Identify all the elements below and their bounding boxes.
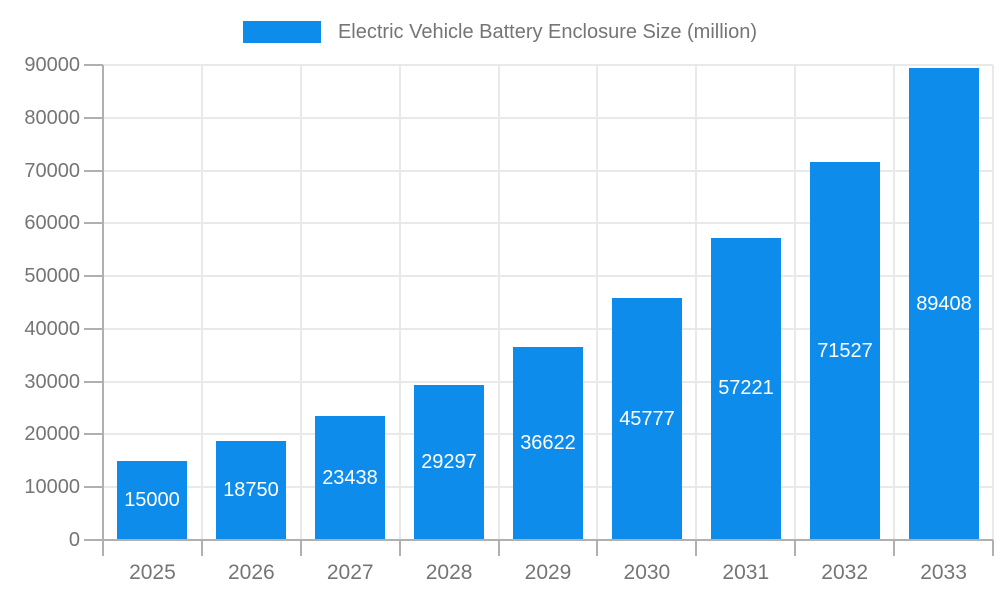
h-gridline [103,64,993,66]
y-tick-mark [84,539,103,541]
y-tick-label: 80000 [24,106,80,129]
h-gridline [103,169,993,172]
x-tick-label: 2033 [920,561,967,584]
bar-value-label: 23438 [322,466,378,489]
x-tick-mark [794,540,797,556]
x-tick-label: 2030 [623,561,671,584]
v-gridline [893,65,896,540]
x-tick-mark [596,540,599,556]
bar-value-label: 36622 [520,431,576,454]
x-tick-label: 2025 [129,561,176,584]
x-tick-label: 2031 [722,561,770,584]
legend[interactable]: Electric Vehicle Battery Enclosure Size … [0,21,1000,43]
h-gridline [103,116,993,119]
y-tick-label: 50000 [24,265,80,288]
plot-area: 15000 18750 23438 29297 36622 45777 57221 71527… [102,64,994,541]
bar-value-label: 29297 [421,451,477,474]
y-tick-label: 20000 [24,423,80,446]
y-tick-mark [84,116,103,119]
h-gridline [103,327,993,330]
x-tick-mark [695,540,698,556]
bar-2028[interactable]: 29297 [414,385,484,540]
y-tick-label: 30000 [24,370,80,393]
h-gridline [103,275,993,278]
bar-2032[interactable]: 71527 [810,162,880,540]
v-gridline [200,65,203,540]
v-gridline [497,65,500,540]
y-tick-mark [84,64,103,66]
x-tick-label: 2032 [821,561,869,584]
x-tick-label: 2028 [425,561,473,584]
x-tick-mark [893,540,896,556]
x-tick-mark [102,540,104,556]
bar-2033[interactable]: 89408 [909,68,979,540]
y-tick-mark [84,169,103,172]
y-tick-label: 90000 [24,54,80,76]
bar-value-label: 15000 [124,488,180,511]
y-tick-mark [84,486,103,489]
x-tick-mark [299,540,302,556]
bar-value-label: 57221 [718,377,774,400]
y-tick-label: 10000 [24,476,80,499]
x-tick-mark [398,540,401,556]
y-tick-mark [84,433,103,436]
x-tick-label: 2029 [524,561,572,584]
bar-2025[interactable]: 15000 [117,460,187,540]
bar-2030[interactable]: 45777 [612,298,682,540]
v-gridline [794,65,797,540]
bar-2027[interactable]: 23438 [315,416,385,540]
bar-value-label: 45777 [619,407,675,430]
y-tick-mark [84,222,103,225]
v-gridline [992,65,994,540]
y-tick-mark [84,327,103,330]
h-gridline [103,222,993,225]
legend-label: Electric Vehicle Battery Enclosure Size … [337,21,758,43]
bar-2031[interactable]: 57221 [711,238,781,540]
v-gridline [695,65,698,540]
v-gridline [299,65,302,540]
legend-swatch [242,21,321,43]
v-gridline [596,65,599,540]
bar-value-label: 71527 [817,339,873,362]
x-tick-mark [992,540,994,556]
x-tick-mark [497,540,500,556]
y-tick-mark [84,380,103,383]
y-tick-label: 70000 [24,159,80,182]
y-axis-line [102,65,104,540]
v-gridline [398,65,401,540]
y-tick-mark [84,275,103,278]
bar-2026[interactable]: 18750 [216,441,286,540]
bar-value-label: 89408 [916,292,972,315]
x-tick-label: 2026 [227,561,275,584]
x-tick-mark [200,540,203,556]
y-tick-label: 60000 [24,212,80,235]
x-tick-label: 2027 [326,561,374,584]
x-axis-line [103,539,993,541]
y-tick-label: 40000 [24,317,80,340]
bar-value-label: 18750 [223,479,279,501]
bar-2029[interactable]: 36622 [513,346,583,540]
y-tick-label: 0 [68,529,80,551]
